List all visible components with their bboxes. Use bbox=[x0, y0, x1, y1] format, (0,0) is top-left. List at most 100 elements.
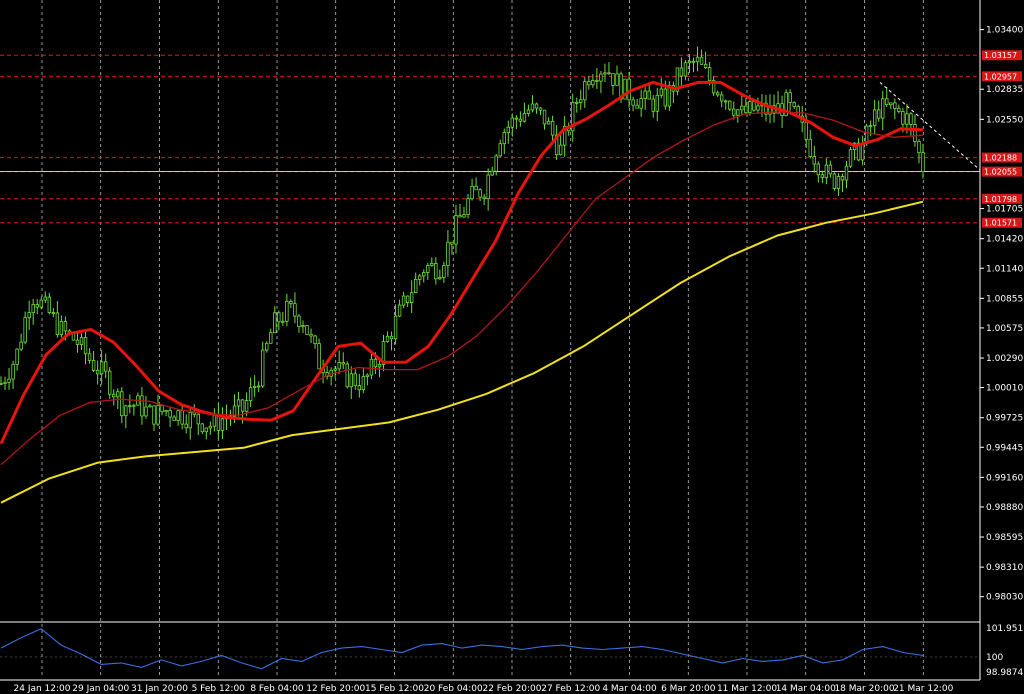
time-label: 27 Feb 12:00 bbox=[541, 684, 600, 694]
candle-body bbox=[623, 78, 627, 100]
candle-body bbox=[180, 410, 184, 425]
time-label: 31 Jan 20:00 bbox=[131, 684, 188, 694]
candle-body bbox=[35, 304, 39, 308]
candle-body bbox=[470, 185, 474, 200]
candle-body bbox=[196, 413, 200, 425]
time-label: 29 Jan 04:00 bbox=[72, 684, 129, 694]
candle-body bbox=[591, 80, 595, 86]
candle-body bbox=[164, 410, 168, 413]
candle-body bbox=[297, 315, 301, 328]
ma-line-slow bbox=[0, 200, 924, 504]
candle-body bbox=[0, 382, 3, 385]
candle-body bbox=[816, 163, 821, 176]
candle-body bbox=[31, 304, 35, 314]
candle-body bbox=[550, 120, 555, 136]
candle-body bbox=[558, 144, 563, 156]
candle-body bbox=[208, 425, 213, 429]
price-tick-label: 1.00855 bbox=[986, 294, 1023, 304]
price-candles bbox=[0, 46, 925, 440]
price-tick-label: 1.02835 bbox=[986, 85, 1023, 95]
candle-body bbox=[579, 99, 583, 103]
grid-lines bbox=[41, 0, 924, 678]
candle-body bbox=[856, 142, 861, 161]
candle-body bbox=[128, 405, 132, 407]
candle-body bbox=[148, 405, 152, 408]
candle-body bbox=[571, 101, 575, 132]
level-tag-box bbox=[982, 152, 1022, 163]
candle-body bbox=[132, 404, 136, 407]
time-label: 5 Feb 12:00 bbox=[192, 684, 246, 694]
candle-body bbox=[103, 361, 108, 372]
time-label: 4 Mar 04:00 bbox=[602, 684, 657, 694]
candle-body bbox=[59, 321, 64, 336]
time-label: 24 Jan 12:00 bbox=[14, 684, 71, 694]
candle-body bbox=[269, 332, 273, 344]
candle-body bbox=[442, 265, 446, 278]
price-tick-label: 1.03400 bbox=[986, 26, 1023, 36]
candle-body bbox=[252, 385, 257, 389]
time-label: 15 Feb 12:00 bbox=[365, 684, 424, 694]
candle-body bbox=[438, 277, 442, 280]
level-tag-label: 1.02055 bbox=[984, 168, 1017, 177]
candle-body bbox=[607, 72, 611, 75]
candle-body bbox=[426, 265, 430, 273]
price-tick-label: 0.98595 bbox=[986, 533, 1023, 543]
candle-body bbox=[454, 215, 458, 245]
candle-body bbox=[55, 312, 60, 336]
candle-body bbox=[466, 198, 470, 215]
level-lines bbox=[0, 54, 980, 224]
candle-body bbox=[526, 109, 531, 115]
candle-body bbox=[116, 391, 120, 398]
candle-body bbox=[599, 73, 603, 82]
candle-body bbox=[281, 320, 285, 323]
candle-body bbox=[603, 72, 607, 75]
candle-body bbox=[15, 348, 19, 365]
time-label: 21 Mar 12:00 bbox=[893, 684, 953, 694]
candle-body bbox=[244, 400, 249, 412]
candle-body bbox=[301, 325, 305, 328]
time-label: 6 Mar 20:00 bbox=[661, 684, 716, 694]
candle-body bbox=[333, 368, 337, 371]
price-tick-label: 0.98030 bbox=[986, 593, 1023, 603]
candle-body bbox=[655, 94, 659, 112]
candle-body bbox=[889, 102, 893, 106]
candle-body bbox=[663, 88, 668, 107]
candle-body bbox=[289, 300, 293, 305]
candle-body bbox=[369, 358, 374, 376]
candle-body bbox=[877, 109, 881, 119]
candle-body bbox=[897, 107, 901, 112]
candle-body bbox=[788, 92, 792, 103]
candle-body bbox=[381, 341, 386, 365]
candle-body bbox=[285, 300, 289, 322]
candle-body bbox=[748, 101, 752, 113]
candle-body bbox=[522, 113, 527, 122]
candle-body bbox=[828, 164, 833, 175]
candle-body bbox=[293, 303, 297, 317]
time-label: 20 Feb 04:00 bbox=[424, 684, 483, 694]
candle-body bbox=[490, 170, 494, 176]
candle-body bbox=[631, 99, 635, 106]
candle-body bbox=[812, 156, 816, 165]
candle-body bbox=[277, 312, 281, 323]
candle-body bbox=[409, 292, 414, 304]
price-tick-label: 0.98310 bbox=[986, 563, 1023, 573]
candle-body bbox=[728, 100, 732, 110]
price-tick-label: 1.00010 bbox=[986, 384, 1023, 394]
candle-body bbox=[587, 81, 591, 86]
candle-body bbox=[514, 117, 519, 120]
candle-body bbox=[152, 405, 156, 425]
candle-body bbox=[901, 111, 905, 125]
indicator-tick-label: 98.9874 bbox=[986, 668, 1023, 678]
candle-body bbox=[832, 173, 837, 189]
candle-body bbox=[611, 73, 615, 86]
ma-line-fast bbox=[0, 80, 924, 445]
level-tag-box bbox=[982, 71, 1022, 82]
candle-body bbox=[184, 423, 188, 429]
candle-body bbox=[474, 185, 478, 191]
candle-body bbox=[401, 295, 406, 306]
candle-body bbox=[506, 126, 511, 133]
candle-body bbox=[752, 101, 756, 111]
candle-body bbox=[683, 62, 688, 77]
candle-body bbox=[240, 399, 245, 412]
